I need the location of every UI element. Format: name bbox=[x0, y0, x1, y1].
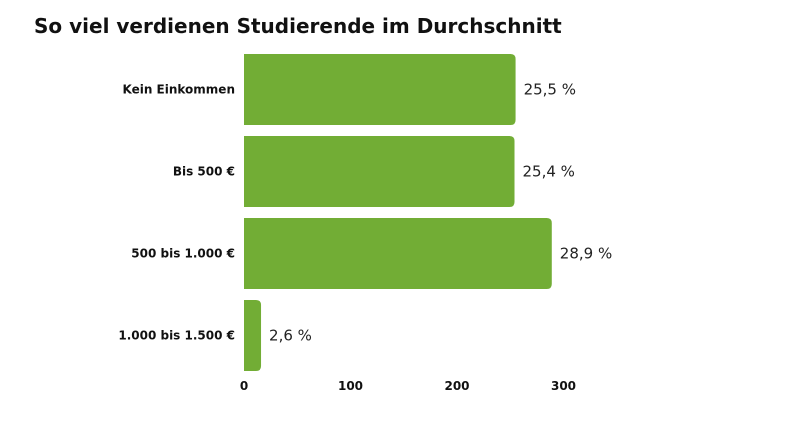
x-tick-label-2: 200 bbox=[444, 379, 469, 393]
data-label-0: 25,5 % bbox=[524, 81, 576, 99]
x-tick-label-0: 0 bbox=[240, 379, 248, 393]
category-labels: Kein Einkommen Bis 500 € 500 bis 1.000 € 1.… bbox=[118, 83, 235, 343]
category-label-1: Bis 500 € bbox=[173, 165, 235, 179]
data-labels: 25,5 % 25,4 % 28,9 % 2,6 % bbox=[269, 81, 612, 345]
x-tick-label-1: 100 bbox=[338, 379, 363, 393]
bar-2 bbox=[244, 218, 552, 289]
data-label-1: 25,4 % bbox=[523, 163, 575, 181]
bar-1 bbox=[244, 136, 515, 207]
category-label-2: 500 bis 1.000 € bbox=[131, 247, 235, 261]
category-label-3: 1.000 bis 1.500 € bbox=[118, 329, 235, 343]
x-tick-label-3: 300 bbox=[551, 379, 576, 393]
bar-3 bbox=[244, 300, 262, 371]
x-axis-ticks: 0 100 200 300 bbox=[240, 379, 576, 393]
bar-0 bbox=[244, 54, 516, 125]
chart-title: So viel verdienen Studierende im Durchsc… bbox=[34, 14, 562, 38]
category-label-0: Kein Einkommen bbox=[122, 83, 235, 97]
data-label-2: 28,9 % bbox=[560, 245, 612, 263]
bars-group bbox=[244, 54, 552, 371]
data-label-3: 2,6 % bbox=[269, 327, 312, 345]
